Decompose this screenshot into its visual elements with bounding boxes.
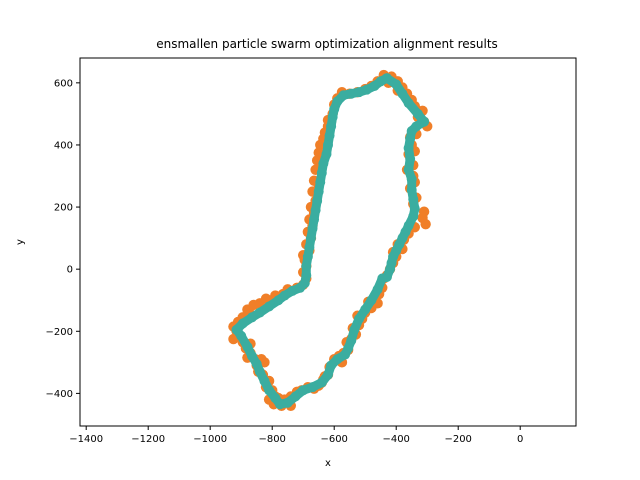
aligned-point-83 — [346, 88, 357, 99]
y-axis: −400 −200 0 200 400 600 — [46, 78, 80, 400]
aligned-point-47 — [254, 366, 265, 377]
aligned-point-32 — [346, 335, 357, 346]
aligned-point-81 — [332, 96, 343, 107]
aligned-point-14 — [408, 194, 419, 205]
aligned-point-27 — [372, 284, 383, 295]
plot-frame — [79, 57, 577, 427]
x-axis: −1400 −1200 −1000 −800 −600 −400 −200 0 — [69, 426, 523, 445]
aligned-point-54 — [247, 312, 258, 323]
y-tick-label: 200 — [54, 203, 73, 214]
aligned-point-65 — [304, 242, 315, 253]
aligned-point-15 — [409, 203, 420, 214]
aligned-point-73 — [316, 167, 327, 178]
aligned-point-66 — [305, 233, 316, 244]
aligned-point-78 — [326, 121, 337, 132]
aligned-point-48 — [251, 358, 262, 369]
aligned-point-58 — [279, 290, 290, 301]
aligned-point-63 — [301, 261, 312, 272]
aligned-point-80 — [329, 104, 340, 115]
aligned-point-37 — [323, 369, 333, 380]
aligned-point-64 — [302, 251, 313, 262]
aligned-series — [231, 73, 430, 410]
aligned-point-39 — [307, 382, 318, 393]
aligned-point-59 — [287, 285, 298, 296]
aligned-point-36 — [326, 360, 337, 371]
aligned-point-49 — [247, 351, 258, 362]
aligned-point-52 — [231, 324, 242, 335]
aligned-point-85 — [361, 84, 372, 95]
aligned-point-31 — [349, 324, 360, 335]
aligned-point-29 — [360, 304, 371, 315]
aligned-point-50 — [242, 341, 253, 352]
aligned-point-75 — [321, 149, 332, 160]
aligned-point-61 — [299, 278, 310, 289]
x-tick-label: −200 — [444, 434, 471, 445]
aligned-point-44 — [270, 393, 281, 404]
aligned-point-46 — [259, 375, 270, 386]
x-tick-label: −400 — [382, 434, 409, 445]
y-tick-label: 0 — [67, 265, 73, 276]
aligned-point-55 — [254, 307, 265, 318]
aligned-point-38 — [316, 377, 327, 388]
aligned-point-1 — [391, 79, 402, 90]
aligned-point-5 — [419, 116, 430, 127]
aligned-point-13 — [406, 184, 417, 195]
aligned-point-8 — [405, 133, 416, 144]
aligned-point-34 — [340, 349, 351, 360]
x-tick-label: 0 — [517, 434, 523, 445]
y-tick-label: 400 — [54, 140, 73, 151]
aligned-point-88 — [381, 73, 392, 84]
aligned-point-82 — [338, 90, 349, 101]
aligned-point-24 — [385, 264, 395, 275]
aligned-point-26 — [377, 273, 388, 284]
aligned-point-72 — [315, 177, 326, 188]
y-tick-label: 600 — [54, 78, 73, 89]
aligned-point-11 — [403, 164, 414, 175]
aligned-point-30 — [354, 313, 364, 324]
aligned-point-40 — [298, 385, 309, 396]
aligned-point-4 — [412, 108, 423, 119]
x-tick-label: −800 — [258, 434, 285, 445]
aligned-point-41 — [290, 391, 301, 402]
aligned-point-42 — [282, 397, 293, 408]
aligned-point-56 — [264, 301, 275, 312]
aligned-point-69 — [310, 205, 321, 216]
aligned-point-71 — [313, 186, 324, 197]
scatter-point-51 — [420, 218, 431, 230]
aligned-point-62 — [301, 270, 312, 281]
y-tick-label: −400 — [46, 389, 73, 400]
x-tick-label: −1400 — [69, 434, 103, 445]
x-axis-label: x — [325, 458, 331, 469]
aligned-point-10 — [405, 153, 416, 164]
x-tick-label: −600 — [320, 434, 347, 445]
scatter-point-28 — [315, 139, 326, 151]
x-tick-label: −1200 — [131, 434, 165, 445]
aligned-point-2 — [397, 88, 408, 99]
aligned-point-45 — [264, 385, 275, 396]
chart-title: ensmallen particle swarm optimization al… — [156, 37, 498, 51]
aligned-point-77 — [324, 130, 335, 141]
y-tick-label: −200 — [46, 327, 73, 338]
aligned-point-68 — [309, 214, 320, 225]
aligned-point-9 — [403, 143, 414, 154]
aligned-point-3 — [403, 98, 414, 109]
aligned-point-28 — [366, 295, 377, 306]
aligned-point-84 — [354, 87, 364, 98]
aligned-point-70 — [312, 195, 323, 206]
aligned-point-67 — [307, 223, 318, 234]
aligned-point-79 — [327, 112, 338, 122]
scatter-point-31 — [313, 147, 324, 158]
aligned-point-35 — [332, 354, 343, 365]
aligned-point-53 — [237, 318, 248, 329]
aligned-point-16 — [408, 211, 419, 222]
x-tick-label: −1000 — [193, 434, 227, 445]
aligned-point-12 — [406, 174, 417, 185]
y-axis-label: y — [15, 239, 26, 245]
aligned-point-74 — [318, 158, 329, 169]
aligned-point-7 — [406, 125, 417, 136]
aligned-point-76 — [323, 139, 333, 150]
